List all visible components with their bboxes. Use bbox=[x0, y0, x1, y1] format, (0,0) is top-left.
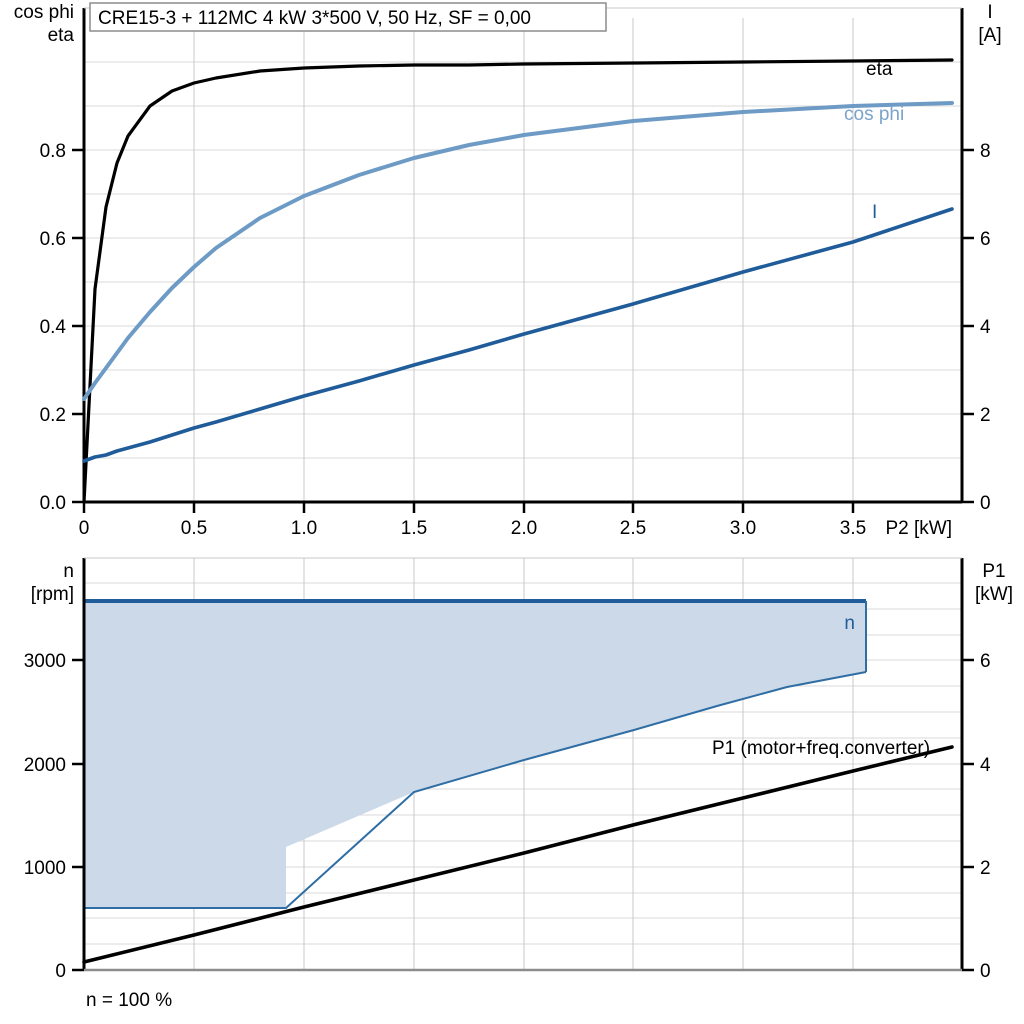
curve-p1 bbox=[82, 745, 954, 964]
top-x-tick-3: 1.5 bbox=[401, 518, 427, 539]
title-box bbox=[89, 2, 607, 32]
top-x-tick-1: 0.5 bbox=[181, 518, 207, 539]
top-right-tick-2: 4 bbox=[980, 317, 991, 338]
footer-note: n = 100 % bbox=[86, 990, 172, 1011]
top-x-axis-caption: P2 [kW] bbox=[885, 518, 952, 539]
bottom-left-tick-0: 0 bbox=[55, 961, 66, 982]
top-right-tick-0: 0 bbox=[980, 493, 991, 514]
top-left-ticks: 0.0 0.2 0.4 0.6 0.8 bbox=[40, 141, 84, 514]
curve-cos-phi bbox=[82, 101, 954, 401]
curve-label-eta: eta bbox=[866, 59, 893, 80]
bottom-right-tick-1: 2 bbox=[980, 858, 991, 879]
curve-label-cos-phi: cos phi bbox=[844, 104, 904, 125]
speed-range-fill bbox=[84, 601, 866, 908]
bottom-right-tick-3: 6 bbox=[980, 651, 991, 672]
bottom-left-axis-caption-2: [rpm] bbox=[31, 584, 74, 605]
bottom-right-axis-caption-1: P1 bbox=[982, 561, 1005, 582]
top-right-tick-3: 6 bbox=[980, 229, 991, 250]
top-right-tick-4: 8 bbox=[980, 141, 991, 162]
top-chart-svg: 0.0 0.2 0.4 0.6 0.8 0 2 4 6 8 bbox=[14, 2, 1002, 539]
top-grid-vertical bbox=[193, 18, 854, 502]
curve-speed-lower bbox=[84, 671, 867, 909]
bottom-right-tick-0: 0 bbox=[980, 961, 991, 982]
bottom-left-ticks: 0 1000 2000 3000 bbox=[24, 651, 84, 982]
top-x-tick-5: 2.5 bbox=[620, 518, 646, 539]
curve-label-speed: n bbox=[844, 613, 855, 634]
bottom-left-tick-3: 3000 bbox=[24, 651, 66, 672]
curve-label-p1: P1 (motor+freq.converter) bbox=[712, 738, 930, 759]
top-left-tick-3: 0.6 bbox=[40, 229, 66, 250]
top-left-axis-caption-1: cos phi bbox=[14, 2, 74, 23]
top-left-tick-2: 0.4 bbox=[40, 317, 67, 338]
top-x-tick-2: 1.0 bbox=[291, 518, 317, 539]
top-chart: 0.0 0.2 0.4 0.6 0.8 0 2 4 6 8 bbox=[14, 2, 1002, 539]
top-right-ticks: 0 2 4 6 8 bbox=[962, 141, 991, 514]
top-left-tick-4: 0.8 bbox=[40, 141, 66, 162]
top-left-tick-1: 0.2 bbox=[40, 405, 66, 426]
top-left-tick-0: 0.0 bbox=[40, 493, 66, 514]
curve-current bbox=[82, 207, 954, 463]
curve-eta bbox=[82, 58, 954, 504]
top-right-tick-1: 2 bbox=[980, 405, 991, 426]
title-label: CRE15-3 + 112MC 4 kW 3*500 V, 50 Hz, SF … bbox=[98, 8, 531, 29]
bottom-left-tick-2: 2000 bbox=[24, 755, 66, 776]
bottom-left-axis-caption-1: n bbox=[63, 561, 74, 582]
top-right-axis-caption-1: I bbox=[987, 2, 992, 23]
curve-label-current: I bbox=[872, 202, 877, 223]
top-x-tick-6: 3.0 bbox=[730, 518, 756, 539]
top-x-tick-7: 3.5 bbox=[840, 518, 866, 539]
top-x-tick-0: 0 bbox=[79, 518, 90, 539]
bottom-chart-svg: 0 1000 2000 3000 0 2 4 6 n [rpm] P1 [kW] bbox=[24, 557, 1013, 1011]
top-left-axis-caption-2: eta bbox=[48, 25, 75, 46]
bottom-right-tick-2: 4 bbox=[980, 755, 991, 776]
top-grid-minor bbox=[84, 61, 962, 459]
bottom-right-axis-caption-2: [kW] bbox=[975, 584, 1013, 605]
bottom-right-ticks: 0 2 4 6 bbox=[962, 651, 991, 982]
top-right-axis-caption-2: [A] bbox=[978, 25, 1001, 46]
top-plot-frame bbox=[82, 7, 964, 504]
bottom-chart: 0 1000 2000 3000 0 2 4 6 n [rpm] P1 [kW] bbox=[0, 545, 1024, 1024]
top-x-tick-4: 2.0 bbox=[511, 518, 537, 539]
bottom-left-tick-1: 1000 bbox=[24, 858, 66, 879]
top-x-ticks: 0 0.5 1.0 1.5 2.0 2.5 3.0 3.5 bbox=[79, 502, 866, 539]
